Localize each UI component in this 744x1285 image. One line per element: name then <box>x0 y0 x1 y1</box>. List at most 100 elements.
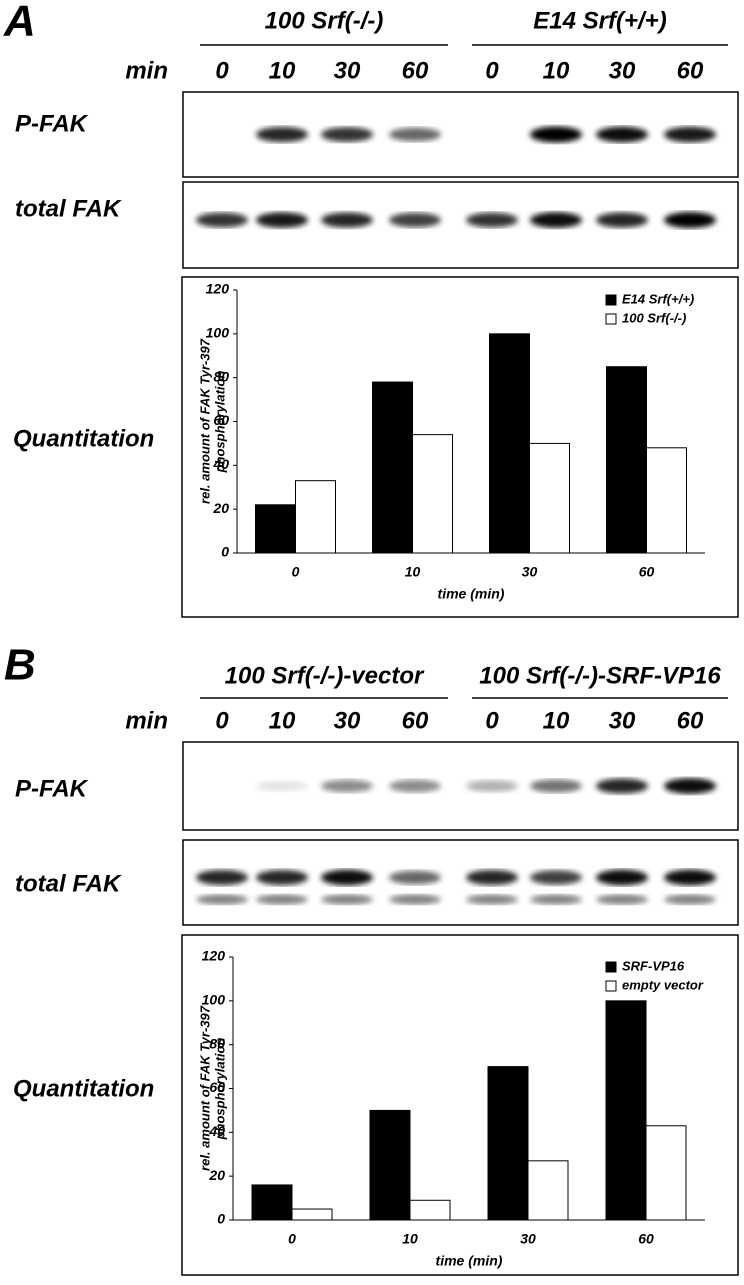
x-axis-label: time (min) <box>438 586 505 602</box>
y-tick-label: 100 <box>202 992 226 1008</box>
blot-band <box>596 869 648 886</box>
blot-band <box>389 127 441 142</box>
row-label: P-FAK <box>15 110 89 137</box>
y-tick-label: 80 <box>213 368 229 384</box>
time-label: 10 <box>269 707 296 734</box>
y-axis-label: phosphorylation <box>212 1038 227 1141</box>
y-tick-label: 60 <box>213 412 229 428</box>
blot-band <box>530 126 582 143</box>
blot-band <box>196 869 248 886</box>
x-tick-label: 30 <box>520 1231 536 1247</box>
blot-band <box>196 894 248 905</box>
time-label: 60 <box>677 57 704 84</box>
blot-band <box>596 126 648 143</box>
y-axis-label: rel. amount of FAK Tyr-397 <box>197 338 212 504</box>
y-tick-label: 40 <box>212 456 229 472</box>
legend-swatch <box>605 313 617 325</box>
group-label: 100 Srf(-/-) <box>265 7 384 34</box>
blot-band <box>389 212 441 228</box>
y-tick-label: 80 <box>209 1035 225 1051</box>
y-tick-label: 0 <box>221 544 229 560</box>
min-label: min <box>125 707 168 734</box>
blot-band <box>530 779 582 793</box>
blot-band <box>530 212 582 228</box>
time-label: 10 <box>543 57 570 84</box>
chart-frame <box>181 934 739 1276</box>
bar <box>255 504 296 554</box>
blot-band <box>256 126 308 143</box>
blot-band <box>664 212 716 228</box>
legend-label: 100 Srf(-/-) <box>622 310 686 325</box>
blot-band <box>321 869 373 886</box>
bar <box>369 1109 411 1221</box>
time-label: 0 <box>485 57 499 84</box>
legend-label: empty vector <box>622 977 704 992</box>
blot-band <box>256 212 308 228</box>
group-label: 100 Srf(-/-)-SRF-VP16 <box>479 662 721 689</box>
legend-label: SRF-VP16 <box>622 958 685 973</box>
time-label: 60 <box>402 57 429 84</box>
group-label: E14 Srf(+/+) <box>533 7 666 34</box>
y-axis-label: rel. amount of FAK Tyr-397 <box>197 1005 212 1171</box>
blot-band <box>664 894 716 905</box>
x-tick-label: 60 <box>638 1231 654 1247</box>
row-label: total FAK <box>15 870 122 897</box>
y-tick-label: 120 <box>206 281 230 297</box>
blot-band <box>664 126 716 143</box>
bar <box>409 1199 451 1221</box>
legend-swatch <box>605 961 617 973</box>
blot-band <box>389 894 441 905</box>
y-tick-label: 40 <box>208 1123 225 1139</box>
time-label: 60 <box>677 707 704 734</box>
blot-band <box>664 869 716 886</box>
time-label: 0 <box>485 707 499 734</box>
time-label: 30 <box>334 707 361 734</box>
bar <box>606 366 647 554</box>
panel-label: B <box>4 641 36 690</box>
blot-band <box>321 127 373 142</box>
bar <box>645 1125 687 1221</box>
blot-band <box>530 870 582 885</box>
x-axis-label: time (min) <box>436 1253 503 1269</box>
bar <box>527 1160 569 1221</box>
quant-label: Quantitation <box>13 1075 154 1102</box>
blot-band <box>389 870 441 885</box>
legend-swatch <box>605 980 617 992</box>
x-tick-label: 0 <box>292 564 300 580</box>
blot-band <box>321 894 373 905</box>
blot-band <box>321 212 373 228</box>
x-tick-label: 60 <box>639 564 655 580</box>
x-tick-label: 0 <box>288 1231 296 1247</box>
time-label: 0 <box>215 707 229 734</box>
blot-band <box>256 869 308 886</box>
x-tick-label: 30 <box>522 564 538 580</box>
time-label: 30 <box>609 707 636 734</box>
panel-label: A <box>3 0 36 46</box>
group-label: 100 Srf(-/-)-vector <box>225 662 425 689</box>
blot-band <box>256 894 308 905</box>
legend-swatch <box>605 294 617 306</box>
chart-frame <box>181 276 739 618</box>
time-label: 0 <box>215 57 229 84</box>
time-label: 60 <box>402 707 429 734</box>
x-tick-label: 10 <box>402 1231 418 1247</box>
bar <box>605 1000 647 1221</box>
blot-band <box>466 780 518 792</box>
y-tick-label: 20 <box>212 500 229 516</box>
blot-band <box>321 779 373 793</box>
bar <box>646 447 687 554</box>
bar <box>295 480 336 554</box>
y-tick-label: 60 <box>209 1079 225 1095</box>
blot-band <box>530 894 582 905</box>
bar <box>412 434 453 554</box>
y-tick-label: 20 <box>208 1167 225 1183</box>
bar <box>489 333 530 554</box>
time-label: 30 <box>609 57 636 84</box>
y-tick-label: 120 <box>202 948 226 964</box>
bar <box>529 442 570 554</box>
blot-band <box>256 780 308 792</box>
row-label: total FAK <box>15 195 122 222</box>
y-tick-label: 0 <box>217 1211 225 1227</box>
bar <box>487 1066 529 1221</box>
